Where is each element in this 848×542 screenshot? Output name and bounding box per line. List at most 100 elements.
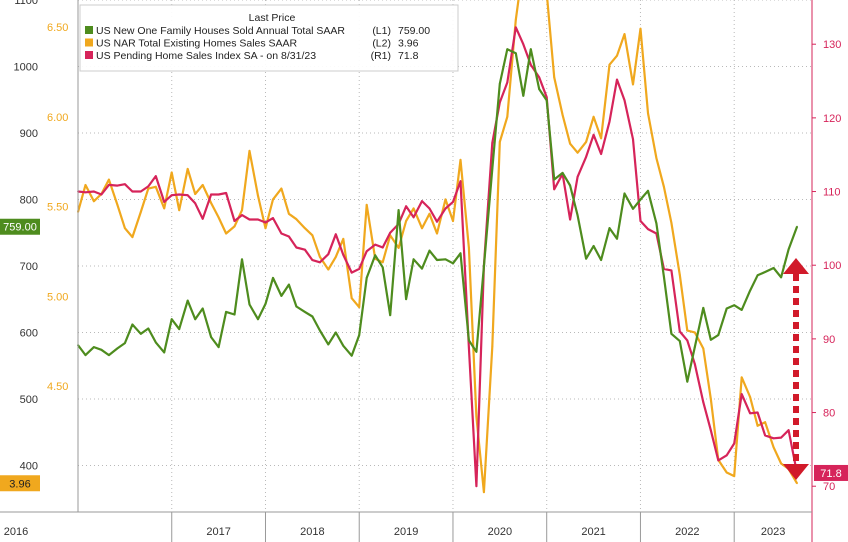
data-point-R1 [616, 78, 618, 81]
legend-axis-tag-R1: (R1) [371, 50, 391, 62]
y-right-tick-label: 120 [823, 113, 841, 125]
data-point-L2 [444, 198, 447, 201]
data-point-L1 [709, 338, 712, 341]
data-point-R1 [295, 246, 298, 249]
data-point-L1 [655, 222, 658, 225]
data-point-R1 [538, 76, 541, 79]
y-left1-tick-label: 1100 [14, 0, 38, 7]
data-point-L2 [319, 256, 321, 258]
data-point-R1 [178, 193, 181, 196]
data-point-L1 [787, 248, 790, 251]
data-point-L1 [491, 168, 494, 170]
y-right-tick-label: 70 [823, 481, 835, 493]
x-tick-label: 2022 [675, 526, 699, 538]
data-point-L2 [663, 185, 665, 188]
data-point-L1 [538, 88, 541, 90]
data-point-R1 [100, 193, 103, 196]
data-point-L1 [170, 318, 173, 321]
y-left2-tick-label: 4.50 [47, 381, 68, 393]
data-point-R1 [280, 232, 283, 235]
data-point-L1 [225, 311, 228, 313]
x-tick-label: 2018 [300, 526, 324, 538]
data-point-R1 [772, 437, 775, 440]
data-point-R1 [553, 188, 556, 191]
data-point-L2 [412, 207, 415, 210]
data-point-L2 [756, 424, 759, 427]
data-point-R1 [444, 207, 447, 210]
data-point-L2 [108, 178, 110, 181]
y-right-tick-label: 110 [823, 187, 841, 199]
data-point-L1 [194, 318, 197, 321]
data-point-R1 [350, 271, 353, 274]
data-point-L2 [124, 227, 126, 230]
y-right-tick-label: 80 [823, 408, 835, 420]
data-point-R1 [421, 200, 423, 203]
data-point-L2 [93, 200, 95, 203]
data-point-L2 [670, 221, 673, 224]
arrow-head-down [783, 464, 809, 480]
data-point-R1 [780, 436, 782, 439]
legend-axis-tag-L1: (L1) [372, 25, 391, 37]
data-point-L1 [421, 267, 423, 270]
data-point-L1 [529, 48, 532, 51]
data-point-L2 [459, 159, 462, 161]
data-point-L1 [342, 344, 345, 347]
data-point-L1 [319, 329, 321, 332]
data-point-R1 [131, 190, 134, 193]
data-point-L2 [116, 203, 119, 206]
data-point-L1 [100, 348, 103, 351]
last-price-tag-R1: 71.8 [820, 468, 841, 480]
data-point-L1 [693, 346, 696, 348]
data-point-L1 [304, 311, 306, 313]
data-point-L2 [201, 184, 204, 186]
data-point-L2 [327, 268, 330, 271]
legend-label-L1: US New One Family Houses Sold Annual Tot… [96, 25, 345, 37]
data-point-R1 [154, 175, 157, 178]
y-left2-tick-label: 6.50 [47, 22, 68, 34]
data-point-R1 [304, 248, 306, 251]
data-point-R1 [311, 259, 314, 261]
data-point-R1 [725, 454, 728, 457]
data-point-L1 [358, 334, 361, 336]
data-point-L1 [483, 265, 485, 268]
data-point-L2 [170, 171, 173, 174]
data-point-L1 [108, 354, 110, 356]
data-point-L1 [210, 336, 213, 338]
legend-title: Last Price [249, 12, 296, 24]
y-left1-tick-label: 500 [20, 394, 38, 406]
data-point-L2 [272, 198, 274, 201]
data-point-R1 [201, 217, 204, 220]
data-point-L2 [632, 83, 634, 86]
data-point-L2 [186, 168, 189, 170]
data-point-L1 [124, 342, 126, 344]
data-point-L2 [358, 306, 361, 309]
x-tick-label: 2023 [761, 526, 785, 538]
data-point-L1 [257, 318, 259, 321]
data-point-L2 [210, 202, 213, 204]
data-point-L1 [725, 307, 728, 310]
data-point-R1 [717, 459, 720, 462]
data-point-R1 [585, 156, 587, 158]
legend-swatch-L1 [85, 26, 93, 34]
data-point-L2 [304, 227, 306, 230]
data-point-L2 [475, 415, 478, 418]
data-point-R1 [170, 194, 173, 197]
data-point-L1 [327, 343, 330, 346]
data-point-L2 [84, 184, 87, 186]
data-point-L2 [381, 261, 384, 264]
x-tick-label: 2016 [4, 526, 28, 538]
series-group [76, 0, 799, 494]
data-point-L1 [365, 277, 368, 279]
data-point-R1 [381, 246, 384, 249]
data-point-L1 [264, 303, 267, 305]
data-point-R1 [365, 250, 368, 253]
data-point-L1 [436, 259, 438, 261]
data-point-R1 [288, 235, 290, 238]
y-left2-tick-label: 5.00 [47, 291, 68, 303]
data-point-L1 [116, 347, 119, 350]
data-point-L2 [147, 187, 150, 190]
y-left1-tick-label: 400 [20, 460, 38, 472]
data-point-L2 [365, 203, 368, 206]
data-point-L1 [288, 283, 290, 286]
